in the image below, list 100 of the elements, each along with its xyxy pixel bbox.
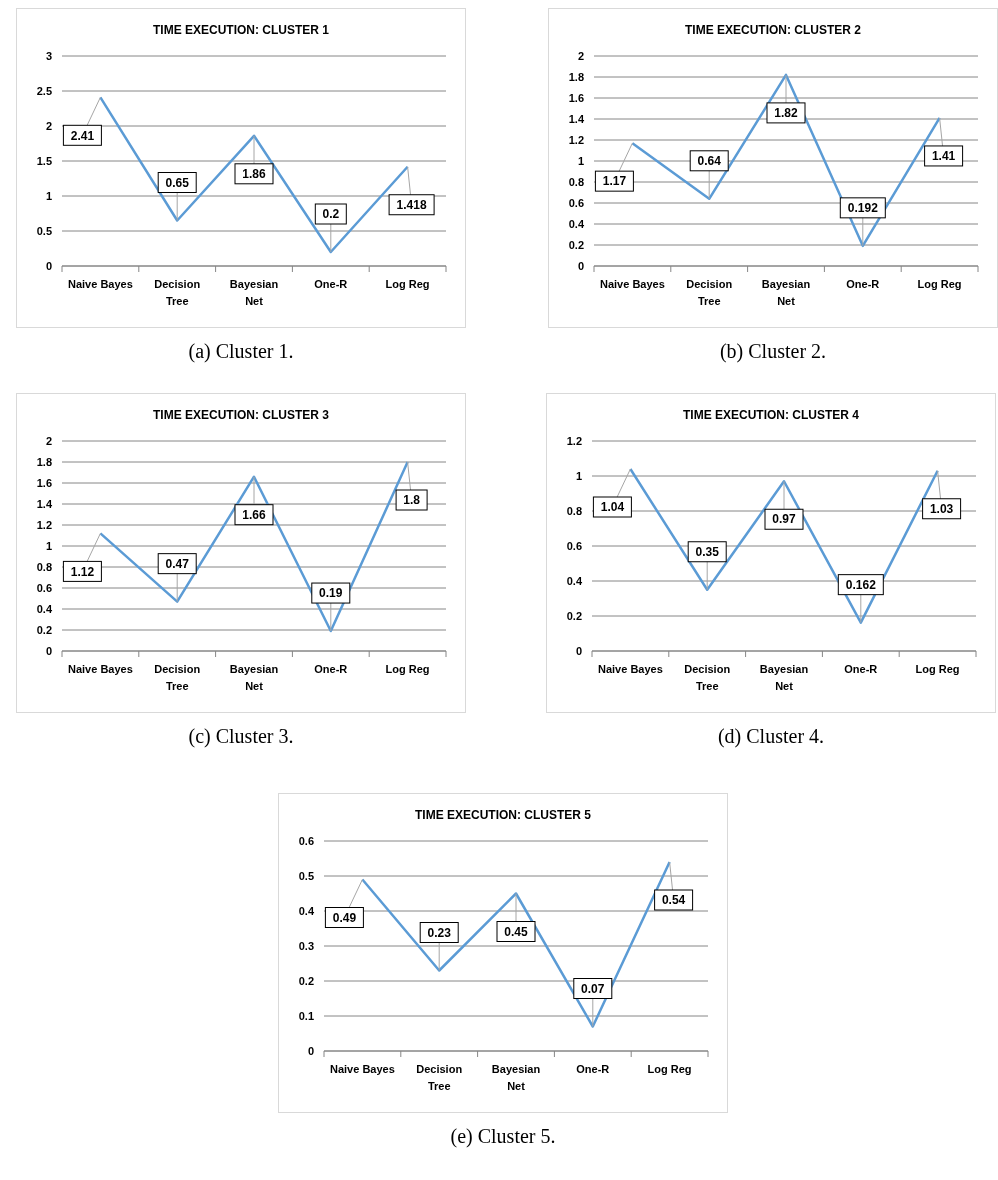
y-tick-label: 2.5 <box>36 84 52 97</box>
y-tick-label: 0.8 <box>36 560 52 573</box>
data-label: 0.2 <box>322 207 340 222</box>
y-tick-label: 0 <box>45 259 52 272</box>
text: (b) Cluster 2. <box>718 340 828 363</box>
y-tick-label: 0 <box>575 644 582 657</box>
y-tick-label: 0.4 <box>36 602 53 615</box>
x-tick-label: Log Reg <box>917 278 962 290</box>
y-tick-label: 1.2 <box>566 434 582 447</box>
x-tick-label: Naive Bayes <box>597 663 663 675</box>
y-tick-label: 0.1 <box>298 1009 314 1022</box>
y-tick-label: 0 <box>577 259 584 272</box>
data-label: 1.8 <box>403 493 421 508</box>
x-tick-label: Naive Bayes <box>67 278 133 290</box>
data-label: 0.49 <box>332 910 357 925</box>
data-label: 0.19 <box>319 586 343 601</box>
x-tick-label: Decision Tree <box>684 663 731 692</box>
x-tick-label: Bayesian Net <box>229 278 279 307</box>
data-label: 1.17 <box>602 174 627 189</box>
y-tick-label: 1 <box>45 539 52 552</box>
x-tick-label: Decision Tree <box>686 278 733 307</box>
text: (c) Cluster 3. <box>187 725 295 748</box>
y-tick-label: 1 <box>577 154 584 167</box>
y-tick-label: 0.2 <box>36 623 52 636</box>
y-tick-label: 0.6 <box>568 196 584 209</box>
data-label: 0.47 <box>165 556 190 571</box>
y-tick-label: 0.6 <box>298 834 314 847</box>
y-tick-label: 1.8 <box>36 455 52 468</box>
chart-title: TIME EXECUTION: CLUSTER 5 <box>414 808 592 822</box>
y-tick-label: 1 <box>575 469 582 482</box>
data-label: 1.12 <box>70 564 95 579</box>
chart-title: TIME EXECUTION: CLUSTER 2 <box>684 23 862 37</box>
data-label: 0.35 <box>695 544 720 559</box>
x-tick-label: Log Reg <box>385 278 430 290</box>
y-tick-label: 1 <box>45 189 52 202</box>
y-tick-label: 1.2 <box>36 518 52 531</box>
data-label: 0.54 <box>661 893 686 908</box>
y-tick-label: 0.2 <box>566 609 582 622</box>
y-tick-label: 0.4 <box>568 217 585 230</box>
x-tick-label: Log Reg <box>385 663 430 675</box>
y-tick-label: 0.2 <box>568 238 584 251</box>
y-tick-label: 0 <box>307 1044 314 1057</box>
data-label: 1.03 <box>929 501 954 516</box>
text: (a) Cluster 1. <box>187 340 295 363</box>
y-tick-label: 0.6 <box>566 539 582 552</box>
y-tick-label: 0.3 <box>298 939 314 952</box>
x-tick-label: Bayesian Net <box>761 278 811 307</box>
x-tick-label: Naive Bayes <box>599 278 665 290</box>
chart-title: TIME EXECUTION: CLUSTER 1 <box>152 23 330 37</box>
data-label: 0.162 <box>845 577 877 592</box>
y-tick-label: 1.5 <box>36 154 52 167</box>
data-label: 1.41 <box>931 149 956 164</box>
data-label: 0.97 <box>772 512 796 527</box>
y-tick-label: 1.8 <box>568 70 584 83</box>
x-tick-label: Decision Tree <box>154 663 201 692</box>
y-tick-label: 0.2 <box>298 974 314 987</box>
data-label: 2.41 <box>70 128 95 143</box>
y-tick-label: 1.4 <box>36 497 53 510</box>
x-tick-label: Bayesian Net <box>491 1063 541 1092</box>
data-label: 0.07 <box>581 981 605 996</box>
y-tick-label: 2 <box>577 49 584 62</box>
y-tick-label: 3 <box>45 49 52 62</box>
text: (d) Cluster 4. <box>716 725 826 748</box>
data-label: 1.04 <box>600 500 625 515</box>
data-label: 0.64 <box>697 154 722 168</box>
data-label: 0.45 <box>504 924 528 939</box>
y-tick-label: 0.5 <box>298 869 314 882</box>
y-tick-label: 1.2 <box>568 133 584 146</box>
y-tick-label: 0.5 <box>36 224 52 237</box>
x-tick-label: Log Reg <box>915 663 960 675</box>
y-tick-label: 0.4 <box>298 904 315 917</box>
y-tick-label: 0.8 <box>566 504 582 517</box>
data-label: 0.192 <box>847 201 879 216</box>
data-label: 1.418 <box>396 197 427 212</box>
x-tick-label: Decision Tree <box>416 1063 463 1092</box>
y-tick-label: 2 <box>45 119 52 132</box>
y-tick-label: 2 <box>45 434 52 447</box>
x-tick-label: Naive Bayes <box>67 663 133 675</box>
y-tick-label: 0.8 <box>568 175 584 188</box>
chart-title: TIME EXECUTION: CLUSTER 4 <box>682 408 860 422</box>
x-tick-label: Log Reg <box>647 1063 692 1075</box>
x-tick-label: Decision Tree <box>154 278 201 307</box>
x-tick-label: Naive Bayes <box>329 1063 395 1075</box>
y-tick-label: 0.4 <box>566 574 583 587</box>
data-label: 1.86 <box>242 167 266 181</box>
x-tick-label: Bayesian Net <box>759 663 809 692</box>
y-tick-label: 1.6 <box>36 476 52 489</box>
text: (e) Cluster 5. <box>449 1125 557 1148</box>
data-label: 1.82 <box>774 106 798 121</box>
data-label: 0.65 <box>165 175 190 190</box>
x-tick-label: Bayesian Net <box>229 663 279 692</box>
x-tick-label: One-R <box>576 1063 610 1075</box>
x-tick-label: One-R <box>844 663 878 675</box>
x-tick-label: One-R <box>314 663 348 675</box>
y-tick-label: 0.6 <box>36 581 52 594</box>
x-tick-label: One-R <box>314 278 348 290</box>
y-tick-label: 1.4 <box>568 112 585 125</box>
y-tick-label: 1.6 <box>568 91 584 104</box>
data-label: 1.66 <box>242 507 266 522</box>
x-tick-label: One-R <box>846 278 880 290</box>
